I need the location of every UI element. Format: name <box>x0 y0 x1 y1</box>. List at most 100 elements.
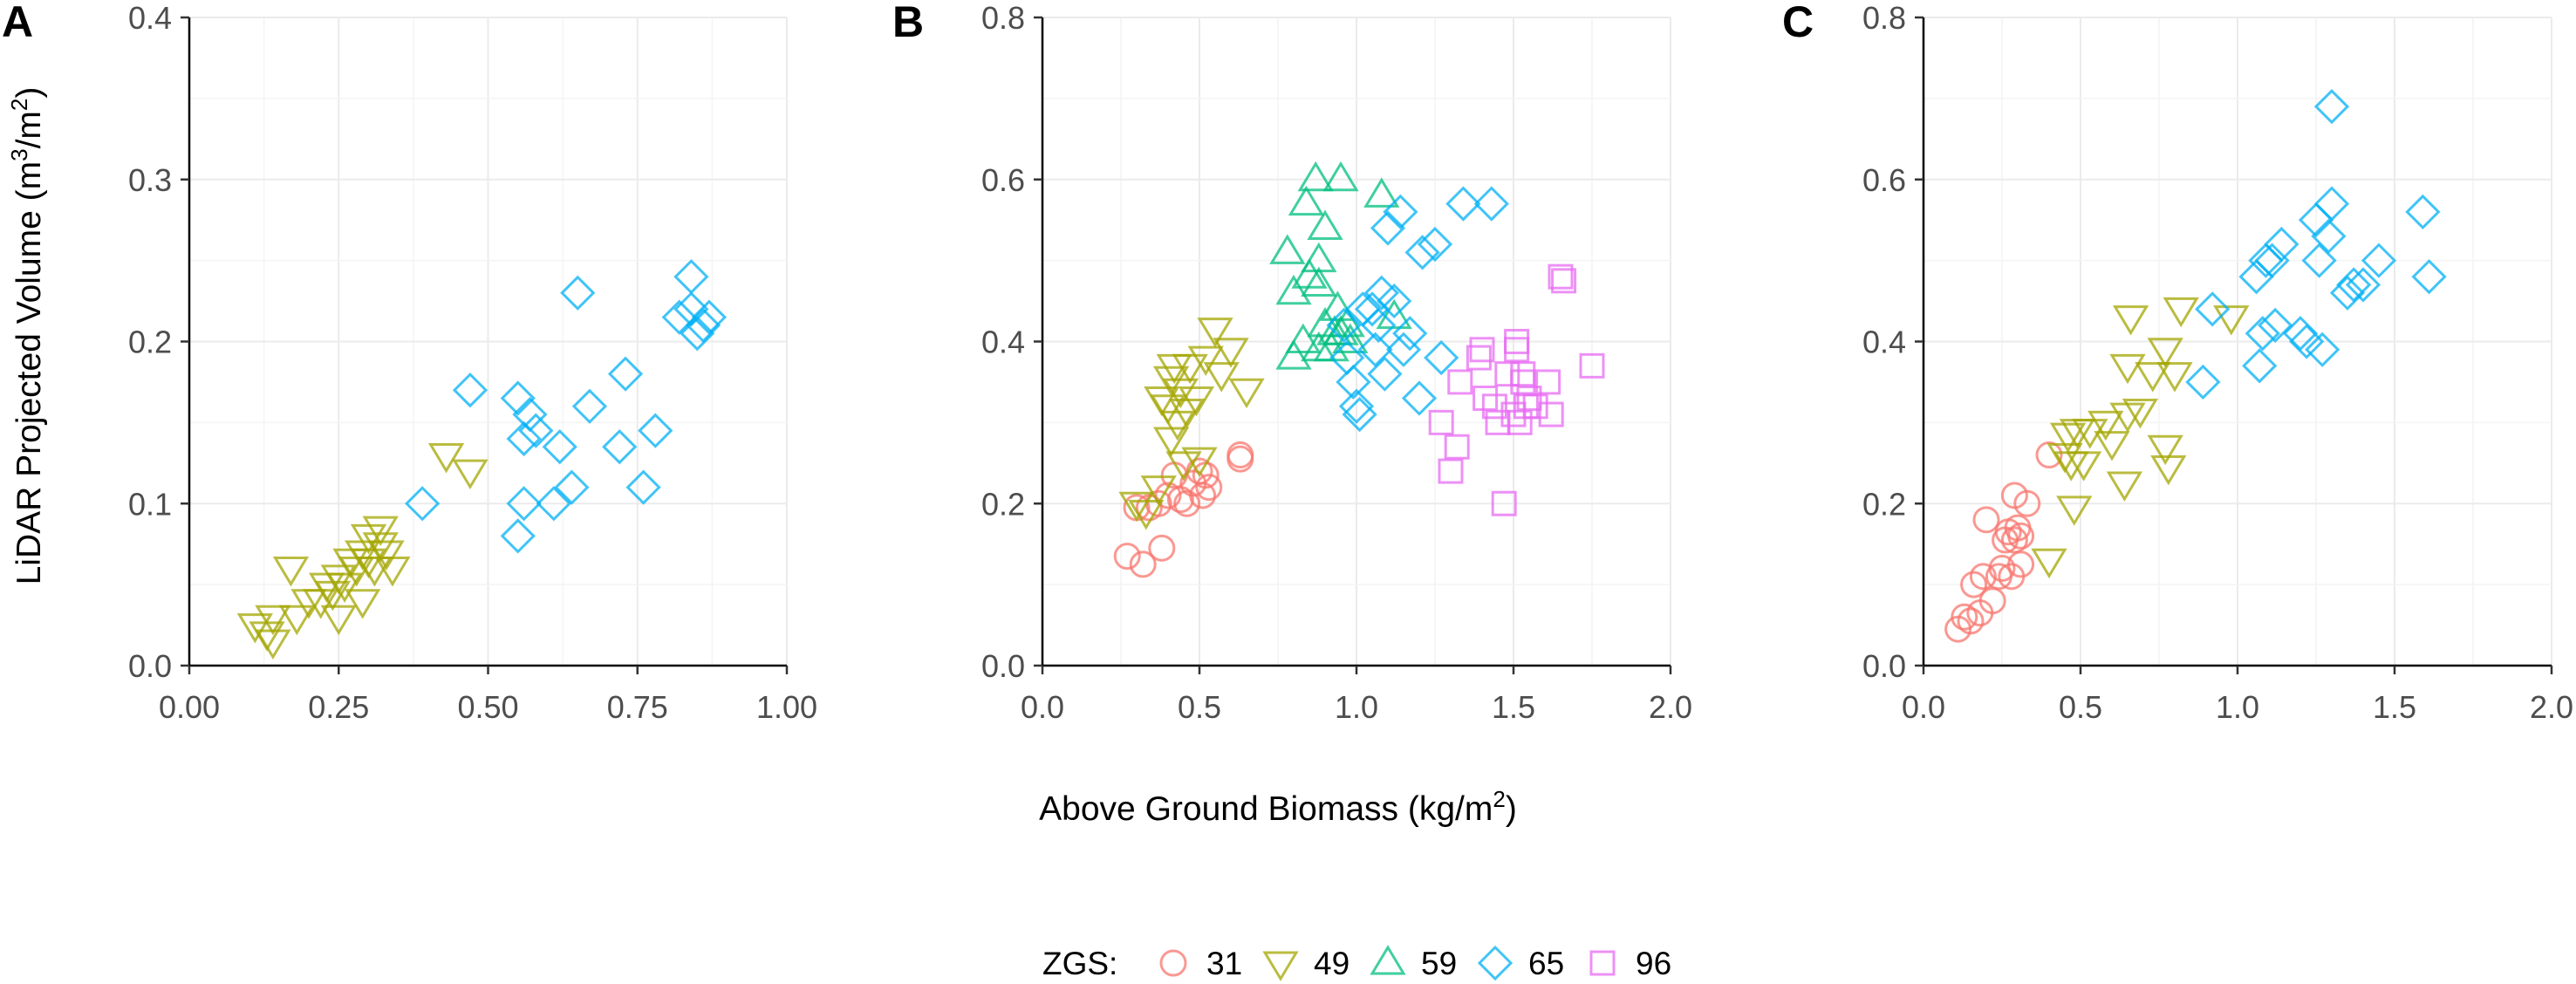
x-tick-label: 0.0 <box>1902 689 1945 725</box>
data-point <box>2361 243 2397 278</box>
data-point <box>2336 267 2372 303</box>
data-point <box>500 380 536 416</box>
data-point <box>1148 534 1176 562</box>
data-point <box>1275 339 1312 370</box>
data-point <box>1195 474 1223 502</box>
series-b-zgs-65 <box>1326 186 1509 433</box>
data-point <box>1338 388 1375 424</box>
panel-letter-a: A <box>2 0 33 46</box>
data-point <box>1522 393 1548 420</box>
data-point <box>2195 291 2231 327</box>
data-point <box>685 307 721 344</box>
data-point <box>2258 307 2293 344</box>
data-point <box>2254 243 2290 278</box>
data-point <box>326 572 363 604</box>
data-point <box>2313 186 2350 222</box>
data-point <box>2122 398 2159 429</box>
data-point <box>1960 571 1988 598</box>
y-tick-label: 0.0 <box>128 648 172 684</box>
data-point <box>236 613 273 644</box>
data-point <box>1336 364 1371 400</box>
data-point <box>1481 393 1507 420</box>
legend-label-65: 65 <box>1528 946 1564 981</box>
x-tick-label: 1.0 <box>1335 689 1378 725</box>
data-point <box>518 413 554 448</box>
data-point <box>2147 434 2183 466</box>
data-point <box>1491 490 1517 516</box>
data-point <box>2112 305 2149 336</box>
x-tick-label: 0.25 <box>308 689 369 725</box>
data-point <box>512 396 548 433</box>
data-point <box>2213 305 2250 336</box>
data-point <box>272 557 310 587</box>
data-point <box>2135 362 2171 393</box>
data-point <box>2056 495 2093 526</box>
data-point <box>1376 298 1412 330</box>
data-point <box>1978 587 2006 615</box>
data-point <box>1469 337 1495 363</box>
data-point <box>1957 607 1985 635</box>
data-point <box>1322 161 1359 192</box>
data-point <box>1227 445 1254 473</box>
data-point <box>1417 226 1453 263</box>
data-point <box>560 275 596 311</box>
panel-b: 0.0 0.5 1.0 1.5 2.0 0.0 0.2 0.4 0.6 0.8 <box>981 0 1692 725</box>
data-point <box>1357 331 1393 367</box>
panel-letter-b: B <box>892 0 924 46</box>
data-point <box>1370 210 1406 246</box>
data-point <box>2301 243 2337 278</box>
data-point <box>1128 500 1165 530</box>
data-point <box>542 429 577 465</box>
data-point <box>536 486 571 522</box>
data-point <box>638 413 673 448</box>
y-tick-label: 0.8 <box>1862 0 1906 36</box>
x-tick-label: 1.5 <box>1492 689 1535 725</box>
x-tick-label: 0.00 <box>159 689 220 725</box>
data-point <box>1269 234 1306 264</box>
data-point <box>1326 307 1362 344</box>
panel-c: 0.0 0.5 1.0 1.5 2.0 0.0 0.2 0.4 0.6 0.8 <box>1862 0 2573 725</box>
data-point <box>2109 402 2146 434</box>
series-c-zgs-49 <box>2031 297 2250 579</box>
series-b-zgs-96 <box>1428 263 1605 516</box>
data-point <box>1118 491 1155 523</box>
series-a-zgs-49 <box>236 443 489 660</box>
data-point <box>1972 506 2000 534</box>
data-point <box>1154 482 1182 509</box>
y-tick-label: 0.0 <box>981 648 1025 684</box>
data-point <box>1165 451 1202 482</box>
series-c-zgs-65 <box>2185 89 2447 400</box>
legend-label-96: 96 <box>1636 946 1671 981</box>
data-point <box>1579 352 1605 379</box>
data-point <box>362 516 399 547</box>
legend-key-59 <box>1370 945 1406 975</box>
data-point <box>506 420 542 457</box>
data-point <box>405 486 441 522</box>
data-point <box>1472 386 1499 412</box>
data-point <box>2147 338 2183 368</box>
data-point <box>661 299 697 335</box>
data-point <box>1404 235 1440 270</box>
data-point <box>1189 482 1217 509</box>
panel-letter-c: C <box>1782 0 1814 46</box>
x-tick-label: 0.5 <box>2059 689 2102 725</box>
data-point <box>1538 401 1564 427</box>
data-point <box>500 518 536 554</box>
data-point <box>2049 422 2087 454</box>
x-tick-label: 0.0 <box>1021 689 1064 725</box>
legend-key-65 <box>1477 945 1513 981</box>
data-point <box>2329 275 2366 311</box>
data-point <box>1313 331 1349 362</box>
data-point <box>1424 339 1459 376</box>
data-point <box>1445 186 1481 222</box>
data-point <box>1297 161 1334 192</box>
data-point <box>1383 194 1418 230</box>
y-tick-label: 0.2 <box>1862 486 1906 522</box>
data-point <box>2411 259 2447 295</box>
data-point <box>1551 268 1577 294</box>
x-tick-label: 1.5 <box>2373 689 2416 725</box>
data-point <box>2094 431 2130 461</box>
x-axis-title: Above Ground Biomass (kg/m2) <box>1039 786 1517 828</box>
series-c-zgs-31 <box>1944 441 2063 643</box>
